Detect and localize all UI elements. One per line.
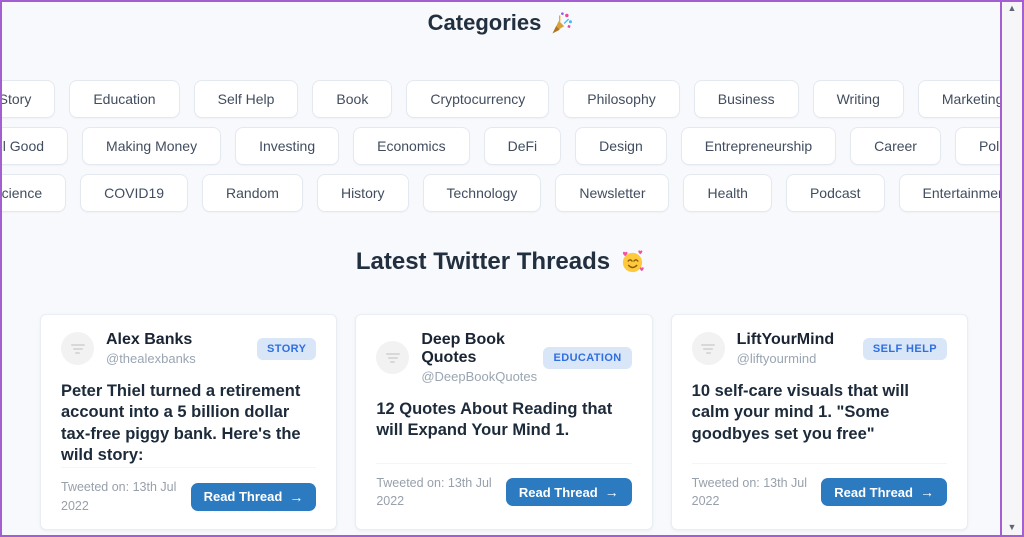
latest-threads-heading: Latest Twitter Threads bbox=[2, 248, 1000, 276]
category-button-career[interactable]: Career bbox=[850, 127, 941, 165]
tweeted-on: Tweeted on: 13th Jul 2022 bbox=[376, 475, 492, 509]
arrow-right-icon: → bbox=[289, 488, 304, 505]
category-button-technology[interactable]: Technology bbox=[422, 174, 542, 212]
card-header: Alex Banks @thealexbanks STORY bbox=[61, 331, 317, 366]
avatar bbox=[61, 332, 94, 365]
category-button-feel-good[interactable]: Feel Good bbox=[2, 127, 69, 165]
category-button-newsletter[interactable]: Newsletter bbox=[555, 174, 670, 212]
author-handle: @liftyourmind bbox=[736, 351, 817, 366]
arrow-right-icon: → bbox=[604, 484, 619, 501]
categories-heading-text: Categories bbox=[427, 10, 542, 35]
category-button-health[interactable]: Health bbox=[683, 174, 772, 212]
author-block: Deep Book Quotes @DeepBookQuotes bbox=[421, 331, 543, 384]
category-button-history[interactable]: History bbox=[316, 174, 409, 212]
avatar bbox=[376, 341, 410, 374]
category-button-philosophy[interactable]: Philosophy bbox=[563, 80, 680, 118]
category-button-business[interactable]: Business bbox=[693, 80, 799, 118]
read-thread-label: Read Thread bbox=[203, 489, 283, 504]
thread-text: 12 Quotes About Reading that will Expand… bbox=[376, 400, 613, 440]
category-button-science[interactable]: Science bbox=[2, 174, 67, 212]
category-button-covid19[interactable]: COVID19 bbox=[80, 174, 189, 212]
category-button-self-help[interactable]: Self Help bbox=[193, 80, 299, 118]
category-button-writing[interactable]: Writing bbox=[812, 80, 904, 118]
read-thread-label: Read Thread bbox=[518, 484, 598, 500]
author-handle: @thealexbanks bbox=[106, 351, 196, 366]
latest-threads-heading-text: Latest Twitter Threads bbox=[355, 248, 611, 275]
page-content: Categories Story Education Self Help Boo… bbox=[2, 2, 1002, 535]
category-button-defi[interactable]: DeFi bbox=[483, 127, 562, 165]
thread-card-2: Deep Book Quotes @DeepBookQuotes EDUCATI… bbox=[355, 314, 653, 530]
category-row-1: Story Education Self Help Book Cryptocur… bbox=[2, 80, 1000, 118]
category-badge: EDUCATION bbox=[543, 346, 632, 369]
thread-card-1: Alex Banks @thealexbanks STORY Peter Thi… bbox=[40, 314, 338, 530]
scroll-down-icon[interactable]: ▼ bbox=[1007, 522, 1017, 532]
card-footer: Tweeted on: 13th Jul 2022 Read Thread → bbox=[376, 462, 632, 512]
thread-text: 10 self-care visuals that will calm your… bbox=[691, 382, 910, 443]
category-button-entertainment[interactable]: Entertainment bbox=[898, 174, 1000, 212]
category-button-making-money[interactable]: Making Money bbox=[82, 127, 222, 165]
category-badge: SELF HELP bbox=[862, 337, 947, 360]
read-thread-button[interactable]: Read Thread → bbox=[190, 482, 317, 511]
read-thread-button[interactable]: Read Thread → bbox=[821, 478, 947, 507]
card-header: LiftYourMind @liftyourmind SELF HELP bbox=[691, 331, 947, 366]
category-button-design[interactable]: Design bbox=[575, 127, 667, 165]
category-button-entrepreneurship[interactable]: Entrepreneurship bbox=[680, 127, 837, 165]
arrow-right-icon: → bbox=[919, 484, 934, 501]
category-button-cryptocurrency[interactable]: Cryptocurrency bbox=[406, 80, 550, 118]
author-block: Alex Banks @thealexbanks bbox=[106, 331, 196, 366]
category-row-3: Science COVID19 Random History Technolog… bbox=[2, 174, 1000, 212]
category-row-2: Feel Good Making Money Investing Economi… bbox=[2, 127, 1000, 165]
category-button-marketing[interactable]: Marketing bbox=[917, 80, 1000, 118]
tweeted-on: Tweeted on: 13th Jul 2022 bbox=[691, 475, 808, 509]
author-name: Alex Banks bbox=[106, 331, 193, 348]
card-header: Deep Book Quotes @DeepBookQuotes EDUCATI… bbox=[376, 331, 632, 384]
read-thread-button[interactable]: Read Thread → bbox=[505, 478, 632, 507]
party-popper-icon bbox=[552, 11, 573, 33]
category-button-education[interactable]: Education bbox=[69, 80, 180, 118]
category-button-story[interactable]: Story bbox=[2, 80, 56, 118]
thread-text: Peter Thiel turned a retirement account … bbox=[61, 382, 301, 465]
scroll-up-icon[interactable]: ▲ bbox=[1007, 3, 1017, 13]
category-button-random[interactable]: Random bbox=[202, 174, 303, 212]
smiling-face-with-hearts-icon bbox=[622, 249, 644, 272]
card-footer: Tweeted on: 13th Jul 2022 Read Thread → bbox=[691, 462, 947, 512]
category-badge: STORY bbox=[257, 337, 317, 360]
author-block: LiftYourMind @liftyourmind bbox=[737, 331, 834, 366]
card-footer: Tweeted on: 13th Jul 2022 Read Thread → bbox=[61, 466, 317, 516]
category-button-economics[interactable]: Economics bbox=[353, 127, 470, 165]
category-button-book[interactable]: Book bbox=[312, 80, 393, 118]
category-button-investing[interactable]: Investing bbox=[235, 127, 340, 165]
categories-heading: Categories bbox=[2, 10, 1000, 36]
author-name: Deep Book Quotes bbox=[421, 331, 505, 366]
author-name: LiftYourMind bbox=[736, 331, 835, 348]
scrollbar[interactable]: ▲ ▼ bbox=[1002, 2, 1022, 535]
read-thread-label: Read Thread bbox=[834, 484, 913, 500]
category-button-politics[interactable]: Politics bbox=[954, 127, 1000, 165]
tweeted-on: Tweeted on: 13th Jul 2022 bbox=[61, 479, 177, 513]
thread-card-3: LiftYourMind @liftyourmind SELF HELP 10 … bbox=[670, 314, 968, 530]
avatar bbox=[691, 332, 725, 365]
categories-section: Story Education Self Help Book Cryptocur… bbox=[2, 80, 1000, 212]
category-button-podcast[interactable]: Podcast bbox=[785, 174, 885, 212]
thread-cards: Alex Banks @thealexbanks STORY Peter Thi… bbox=[2, 314, 1000, 530]
author-handle: @DeepBookQuotes bbox=[421, 369, 538, 384]
